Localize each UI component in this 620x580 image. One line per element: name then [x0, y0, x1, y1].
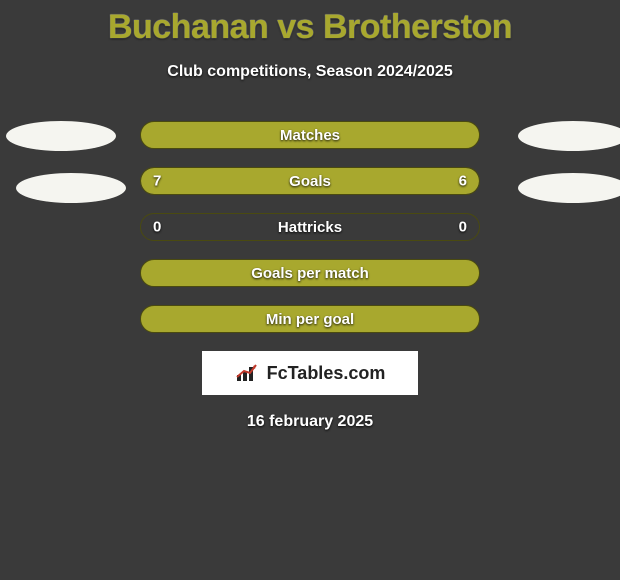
stat-value-left: 7 [153, 173, 161, 190]
stat-label: Goals [289, 173, 331, 190]
bar-chart-icon [235, 363, 263, 383]
stat-row: Goals per match [140, 259, 480, 287]
stat-row: 7 6 Goals [140, 167, 480, 195]
player-right-ellipse-2 [518, 173, 620, 203]
date-line: 16 february 2025 [0, 413, 620, 431]
stat-fill-right [324, 168, 479, 194]
stat-label: Goals per match [251, 265, 369, 282]
stat-value-right: 6 [459, 173, 467, 190]
stat-label: Hattricks [278, 219, 342, 236]
player-right-ellipse-1 [518, 121, 620, 151]
stat-label: Matches [280, 127, 340, 144]
stat-label: Min per goal [266, 311, 354, 328]
stat-rows: Matches 7 6 Goals 0 0 Hattricks Goals per match… [140, 121, 480, 333]
page-title: Buchanan vs Brotherston [0, 0, 620, 47]
logo-text: FcTables.com [267, 363, 386, 384]
stat-value-right: 0 [459, 219, 467, 236]
stat-row: Min per goal [140, 305, 480, 333]
stat-row: 0 0 Hattricks [140, 213, 480, 241]
comparison-chart: Matches 7 6 Goals 0 0 Hattricks Goals per match… [0, 121, 620, 333]
subtitle: Club competitions, Season 2024/2025 [0, 63, 620, 81]
stat-row: Matches [140, 121, 480, 149]
player-left-ellipse-1 [6, 121, 116, 151]
player-left-ellipse-2 [16, 173, 126, 203]
fctables-logo: FcTables.com [202, 351, 418, 395]
stat-value-left: 0 [153, 219, 161, 236]
